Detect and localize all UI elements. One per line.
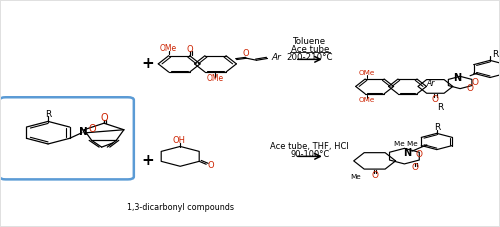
Text: OMe: OMe xyxy=(359,70,376,76)
Text: O: O xyxy=(472,78,478,87)
Text: N: N xyxy=(403,148,411,158)
Text: O: O xyxy=(186,45,193,54)
Text: OH: OH xyxy=(172,136,185,145)
Text: OMe: OMe xyxy=(160,44,177,54)
Text: O: O xyxy=(411,163,418,172)
Text: 1,3-dicarbonyl compounds: 1,3-dicarbonyl compounds xyxy=(126,203,234,212)
Text: Ace tube: Ace tube xyxy=(290,45,329,54)
Text: O: O xyxy=(243,49,250,58)
Text: OMe: OMe xyxy=(359,97,376,103)
Text: OMe: OMe xyxy=(207,74,224,84)
Text: R: R xyxy=(434,123,440,132)
Text: O: O xyxy=(208,161,214,170)
Text: R: R xyxy=(437,103,444,112)
Text: N: N xyxy=(454,73,462,83)
Text: Ar: Ar xyxy=(426,79,434,88)
Text: 200-210°C: 200-210°C xyxy=(286,53,333,62)
Text: O: O xyxy=(432,95,439,104)
Text: O: O xyxy=(466,84,473,93)
Text: +: + xyxy=(142,56,154,71)
Text: R: R xyxy=(45,110,51,119)
Text: R: R xyxy=(492,49,498,59)
Text: Me: Me xyxy=(350,174,361,180)
Text: Toluene: Toluene xyxy=(294,37,326,46)
Text: O: O xyxy=(371,171,378,180)
Text: N: N xyxy=(79,127,88,137)
Text: O: O xyxy=(88,124,96,134)
Text: O: O xyxy=(416,150,422,159)
Text: Me Me: Me Me xyxy=(394,141,417,147)
Text: Ar: Ar xyxy=(272,54,281,62)
Text: O: O xyxy=(100,113,108,123)
Text: Ace tube, THF, HCl: Ace tube, THF, HCl xyxy=(270,142,349,151)
Text: 90-100°C: 90-100°C xyxy=(290,150,330,159)
Text: +: + xyxy=(142,153,154,168)
FancyBboxPatch shape xyxy=(0,97,134,179)
